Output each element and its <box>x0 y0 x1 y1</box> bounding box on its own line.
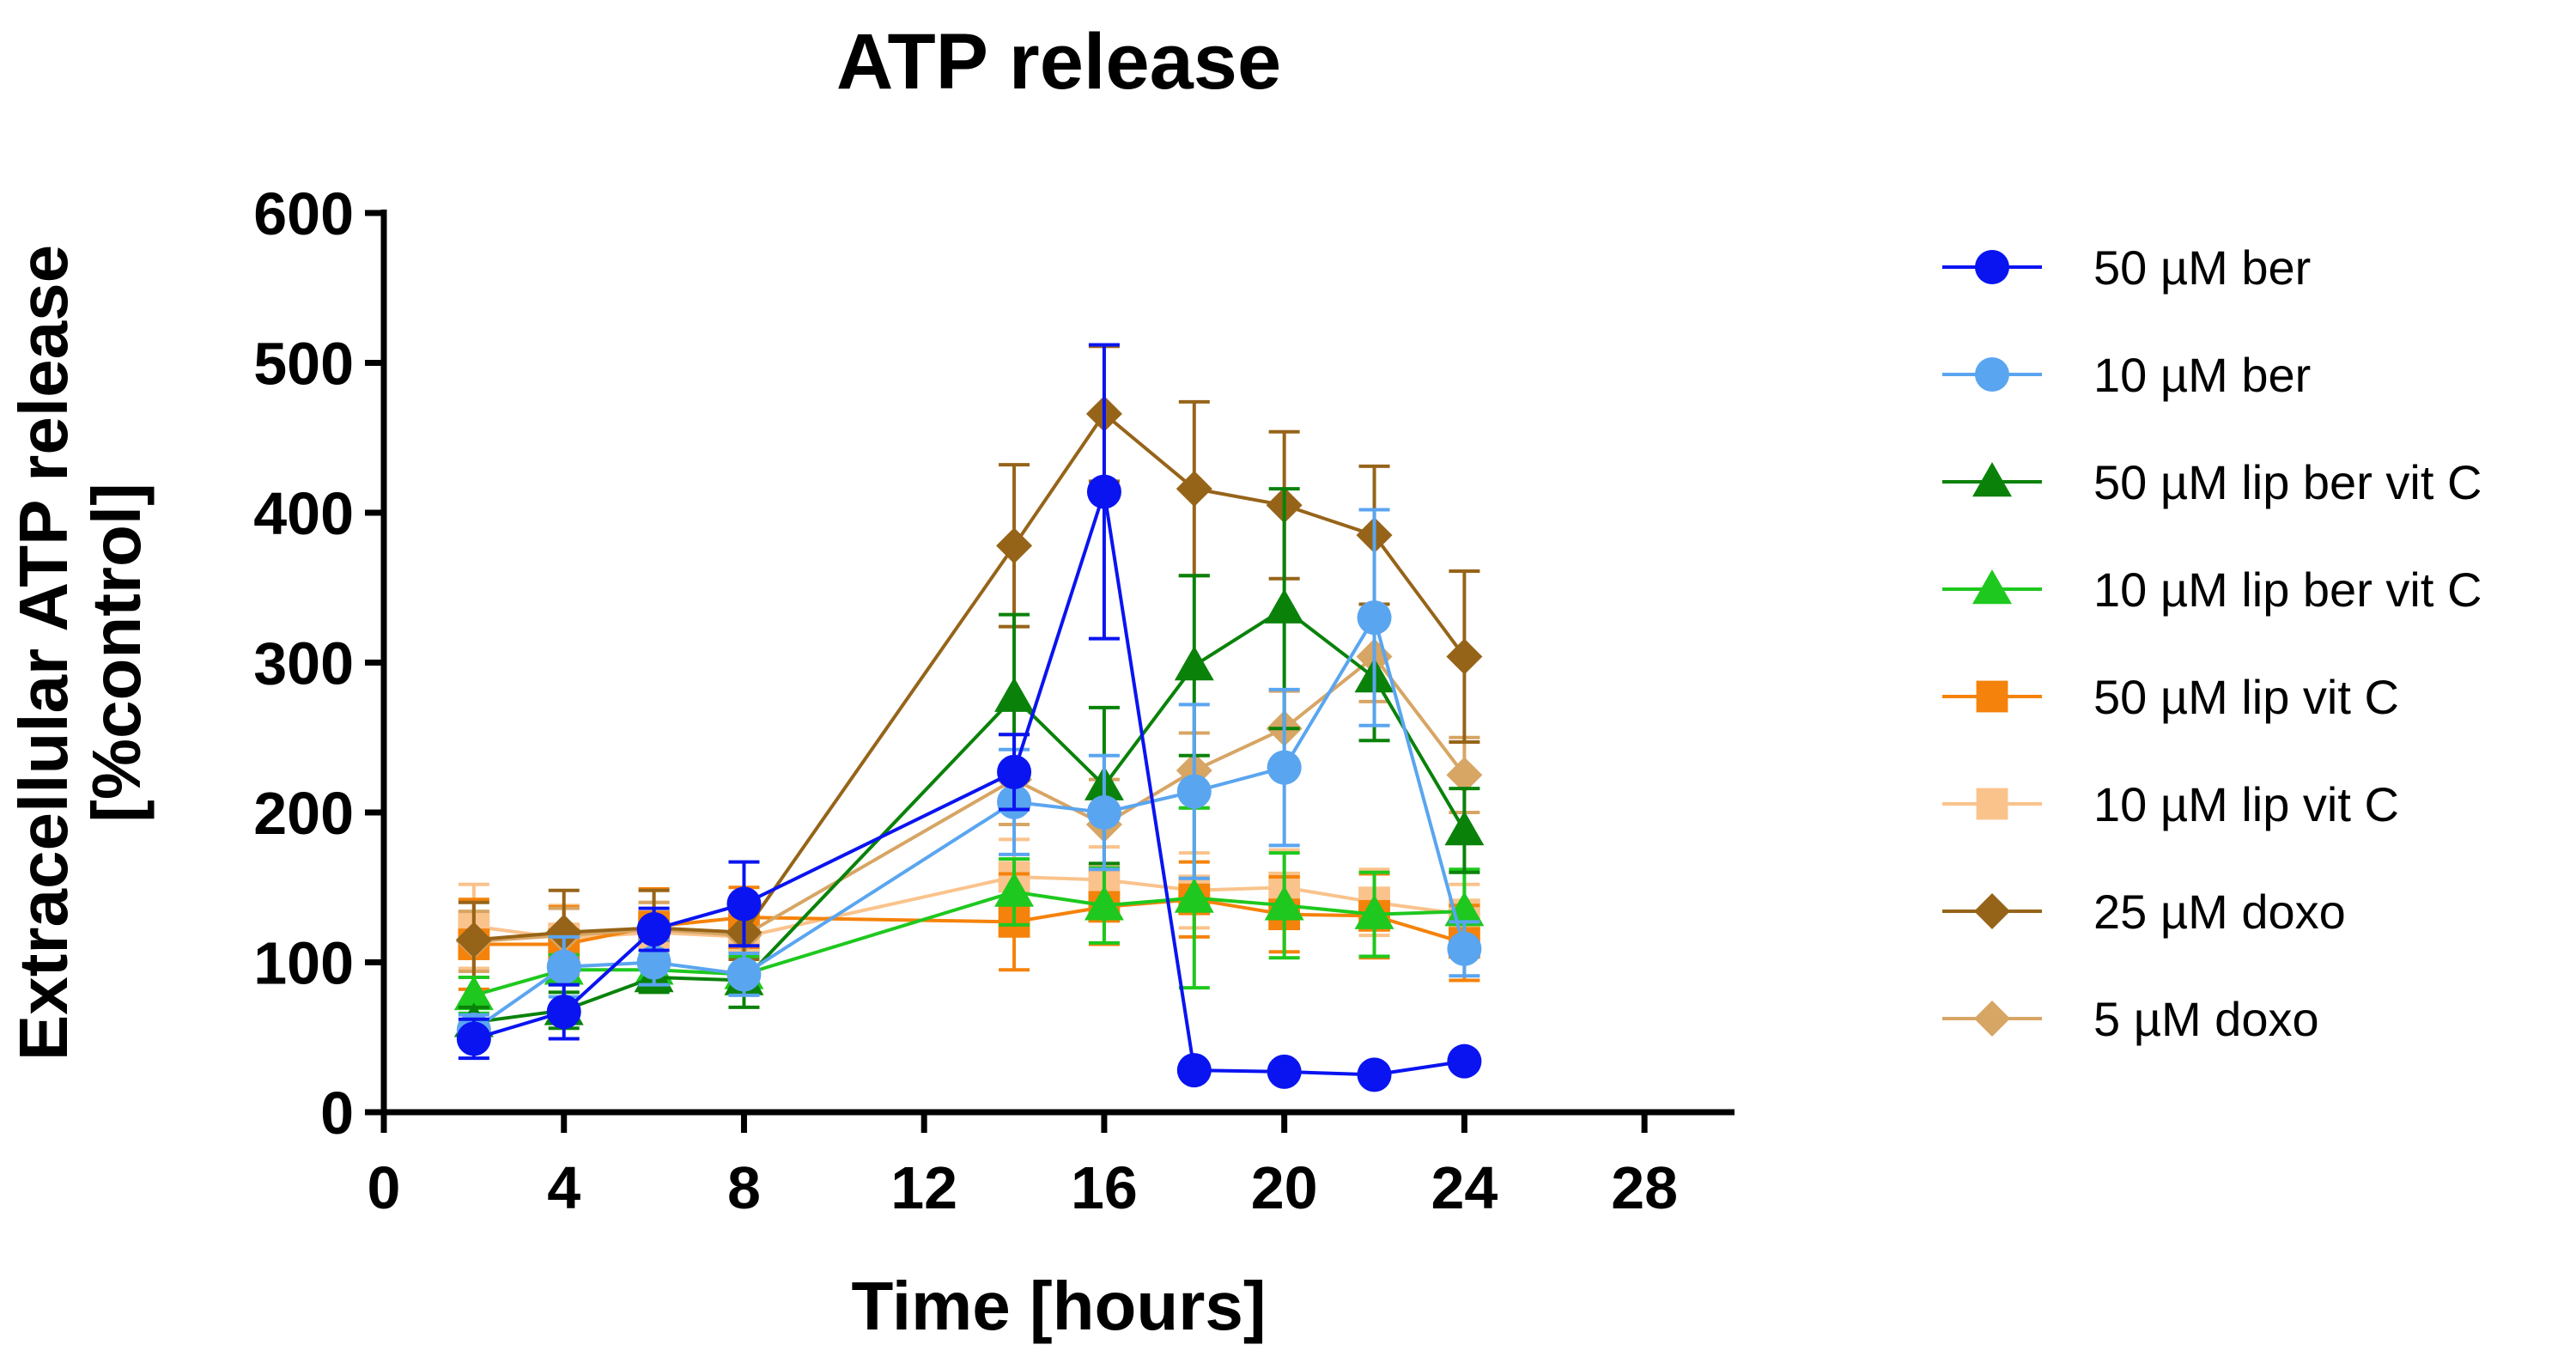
y-axis-title-line-1: Extracellular ATP release <box>5 245 82 1061</box>
series-line <box>473 411 1467 942</box>
legend: 50 µM ber 10 µM ber 50 µM lip ber vit C 10 … <box>1942 240 2482 1046</box>
data-point <box>1446 757 1483 794</box>
series-8 <box>455 610 1483 973</box>
x-tick-label: 4 <box>547 1154 580 1221</box>
data-point <box>545 914 582 951</box>
legend-item-1: 50 µM ber <box>1942 240 2311 295</box>
data-point <box>1174 878 1214 913</box>
legend-swatch-marker <box>1972 569 2012 605</box>
data-point <box>1264 588 1304 624</box>
data-point <box>1086 474 1121 509</box>
series-line <box>473 890 1465 997</box>
y-axis-title: Extracellular ATP release [%control] <box>5 245 155 1061</box>
legend-label: 10 µM ber <box>2093 348 2311 402</box>
data-point <box>546 949 581 984</box>
data-point <box>726 886 762 922</box>
x-tick-label: 0 <box>368 1154 401 1221</box>
data-point <box>1357 600 1392 636</box>
legend-label: 5 µM doxo <box>2093 992 2319 1046</box>
y-axis-title-line-2: [%control] <box>78 483 155 823</box>
data-point <box>1267 750 1302 785</box>
series-3 <box>453 487 1485 1039</box>
data-point <box>1084 885 1124 921</box>
series-line <box>473 654 1466 944</box>
axes: 0 100 200 300 400 500 600 0 4 8 12 16 20 24 28 <box>253 180 1735 1221</box>
series-line <box>473 490 1465 1077</box>
series-line <box>473 606 1467 1025</box>
data-point <box>453 975 494 1011</box>
data-point <box>456 1021 491 1056</box>
data-point <box>994 677 1035 712</box>
data-point <box>1444 810 1485 846</box>
legend-swatch-marker <box>1976 680 2008 713</box>
series-line <box>472 613 1467 1031</box>
y-tick-label: 400 <box>253 480 354 547</box>
data-point <box>996 527 1033 564</box>
x-tick-label: 16 <box>1071 1154 1138 1221</box>
x-tick-label: 20 <box>1251 1154 1318 1221</box>
data-point <box>1447 931 1482 966</box>
data-point <box>1174 645 1214 681</box>
data-point <box>1447 1043 1482 1079</box>
data-point <box>1357 1057 1392 1092</box>
y-tick-label: 600 <box>253 180 354 247</box>
data-point <box>1176 1053 1212 1088</box>
y-tick-label: 500 <box>253 331 354 398</box>
plot-area <box>453 343 1485 1092</box>
legend-item-5: 50 µM lip vit C <box>1942 670 2399 724</box>
data-point <box>1267 1054 1302 1089</box>
legend-swatch-marker <box>1976 788 2008 820</box>
legend-label: 50 µM ber <box>2093 240 2311 295</box>
data-point <box>1264 885 1304 921</box>
legend-swatch-marker <box>1972 462 2012 497</box>
legend-swatch-marker <box>1974 893 2010 929</box>
legend-label: 50 µM lip ber vit C <box>2093 455 2482 509</box>
data-point <box>546 995 581 1030</box>
y-tick-label: 0 <box>320 1080 354 1147</box>
legend-label: 10 µM lip ber vit C <box>2093 563 2482 617</box>
data-point <box>994 872 1035 907</box>
legend-label: 50 µM lip vit C <box>2093 670 2399 724</box>
x-tick-label: 8 <box>727 1154 761 1221</box>
data-point <box>636 945 671 980</box>
series-4 <box>453 806 1485 1015</box>
x-tick-label: 12 <box>890 1154 957 1221</box>
y-tick-label: 100 <box>253 930 354 997</box>
series-2 <box>456 508 1482 1048</box>
x-tick-label: 24 <box>1431 1154 1498 1221</box>
data-point <box>726 957 762 992</box>
data-point <box>636 912 671 947</box>
legend-item-6: 10 µM lip vit C <box>1942 777 2399 831</box>
legend-label: 25 µM doxo <box>2093 885 2346 939</box>
legend-item-4: 10 µM lip ber vit C <box>1942 563 2482 617</box>
data-point <box>1446 638 1483 675</box>
legend-item-8: 5 µM doxo <box>1942 992 2319 1046</box>
y-tick-label: 300 <box>253 630 354 697</box>
data-point <box>997 754 1032 789</box>
x-tick-label: 28 <box>1611 1154 1678 1221</box>
legend-label: 10 µM lip vit C <box>2093 777 2399 831</box>
y-tick-label: 200 <box>253 780 354 847</box>
data-point <box>1354 894 1394 929</box>
series-1 <box>456 343 1482 1092</box>
series-7 <box>455 344 1483 979</box>
data-point <box>1176 774 1212 809</box>
legend-item-7: 25 µM doxo <box>1942 885 2346 939</box>
legend-swatch-marker <box>1974 1001 2010 1037</box>
legend-item-3: 50 µM lip ber vit C <box>1942 455 2482 509</box>
series-line <box>473 897 1465 946</box>
chart-title: ATP release <box>836 18 1281 106</box>
legend-item-2: 10 µM ber <box>1942 348 2311 402</box>
legend-swatch-marker <box>1975 250 2009 284</box>
data-point <box>1086 795 1121 830</box>
data-point <box>1176 471 1212 508</box>
data-point <box>455 922 492 958</box>
legend-swatch-marker <box>1975 357 2009 392</box>
x-axis-title: Time [hours] <box>851 1268 1266 1344</box>
